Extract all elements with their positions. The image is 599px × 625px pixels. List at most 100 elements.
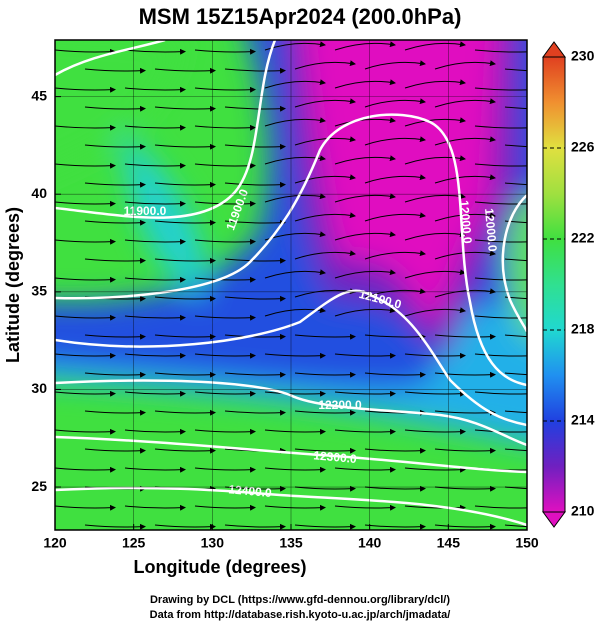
- streamline: [194, 124, 256, 131]
- streamline: [124, 238, 186, 245]
- streamline: [364, 447, 426, 454]
- streamline: [84, 181, 146, 188]
- axes: 120 125 130 135 140 145 150 25 30 35 40 45: [31, 40, 539, 551]
- streamline: [55, 390, 116, 397]
- contour: [55, 40, 277, 219]
- streamline: [334, 155, 396, 165]
- streamline: [264, 193, 326, 203]
- colorbar-tick-label: 226: [571, 139, 595, 155]
- y-tick-label: 45: [31, 87, 47, 103]
- streamline: [194, 428, 256, 435]
- streamline: [404, 307, 466, 317]
- streamline: [224, 371, 286, 378]
- streamline: [55, 48, 116, 55]
- streamline: [474, 391, 527, 395]
- streamline: [334, 390, 396, 397]
- streamline: [154, 181, 216, 188]
- streamline: [504, 182, 527, 186]
- contour-label: 12000.0: [457, 200, 475, 245]
- streamline: [124, 504, 186, 511]
- streamline: [504, 410, 527, 414]
- streamline: [55, 124, 116, 131]
- y-tick-label: 40: [31, 185, 47, 201]
- streamline: [474, 429, 527, 433]
- colorbar-extend: [542, 41, 566, 58]
- streamline: [434, 288, 496, 298]
- streamline: [364, 98, 426, 108]
- streamline: [154, 523, 216, 530]
- streamline: [84, 333, 146, 340]
- streamline: [334, 352, 396, 359]
- streamline: [474, 163, 527, 167]
- streamline: [294, 174, 356, 184]
- streamline: [404, 428, 466, 435]
- streamline: [474, 353, 527, 357]
- streamline: [334, 41, 396, 51]
- streamline: [404, 41, 466, 51]
- streamline: [504, 144, 527, 148]
- colorbar-ticks: 210 214 218 222 226 230: [543, 48, 595, 519]
- streamline: [224, 219, 286, 226]
- streamline: [194, 390, 256, 397]
- streamline: [404, 504, 466, 511]
- streamline: [434, 212, 496, 222]
- streamline: [364, 485, 426, 492]
- colorbar-tick-label: 214: [571, 412, 595, 428]
- streamline: [404, 269, 466, 279]
- y-tick-label: 25: [31, 478, 47, 494]
- streamline: [334, 79, 396, 89]
- streamline: [154, 447, 216, 454]
- contour-label: 12300.0: [313, 448, 358, 466]
- streamline: [154, 409, 216, 416]
- streamline: [504, 448, 527, 452]
- streamline: [224, 143, 286, 150]
- title: MSM 15Z15Apr2024 (200.0hPa): [139, 4, 462, 29]
- streamline: [294, 523, 356, 530]
- streamline: [194, 352, 256, 359]
- streamline: [434, 98, 496, 108]
- streamline: [264, 352, 326, 359]
- x-tick-label: 140: [358, 535, 382, 551]
- streamline: [55, 352, 116, 359]
- streamline: [474, 315, 527, 319]
- streamline: [404, 466, 466, 473]
- streamline: [294, 60, 356, 70]
- streamline: [334, 269, 396, 279]
- colorbar-tick-label: 210: [571, 503, 595, 519]
- streamline: [124, 428, 186, 435]
- x-tick-label: 135: [279, 535, 303, 551]
- contour: [55, 486, 527, 527]
- streamline: [55, 314, 116, 321]
- contour: [55, 379, 527, 447]
- streamline: [334, 466, 396, 473]
- streamline: [264, 117, 326, 127]
- streamline: [224, 67, 286, 74]
- streamline: [294, 98, 356, 108]
- streamline: [264, 79, 326, 89]
- streamline: [264, 155, 326, 165]
- streamline: [154, 143, 216, 150]
- streamline: [264, 307, 326, 317]
- streamline: [224, 257, 286, 264]
- streamline: [294, 371, 356, 378]
- streamline: [124, 390, 186, 397]
- x-tick-label: 130: [201, 535, 225, 551]
- streamline: [404, 79, 466, 89]
- streamline: [264, 41, 326, 51]
- streamline: [84, 371, 146, 378]
- streamline: [364, 174, 426, 184]
- streamline: [224, 333, 286, 340]
- streamline: [154, 333, 216, 340]
- streamline: [434, 523, 496, 530]
- streamline: [84, 447, 146, 454]
- streamline: [124, 48, 186, 55]
- colorbar-extend: [542, 511, 566, 528]
- streamline: [194, 314, 256, 321]
- streamline: [474, 49, 527, 53]
- streamline: [84, 219, 146, 226]
- streamline: [364, 136, 426, 146]
- streamline: [194, 238, 256, 245]
- streamline: [474, 505, 527, 509]
- streamline: [294, 212, 356, 222]
